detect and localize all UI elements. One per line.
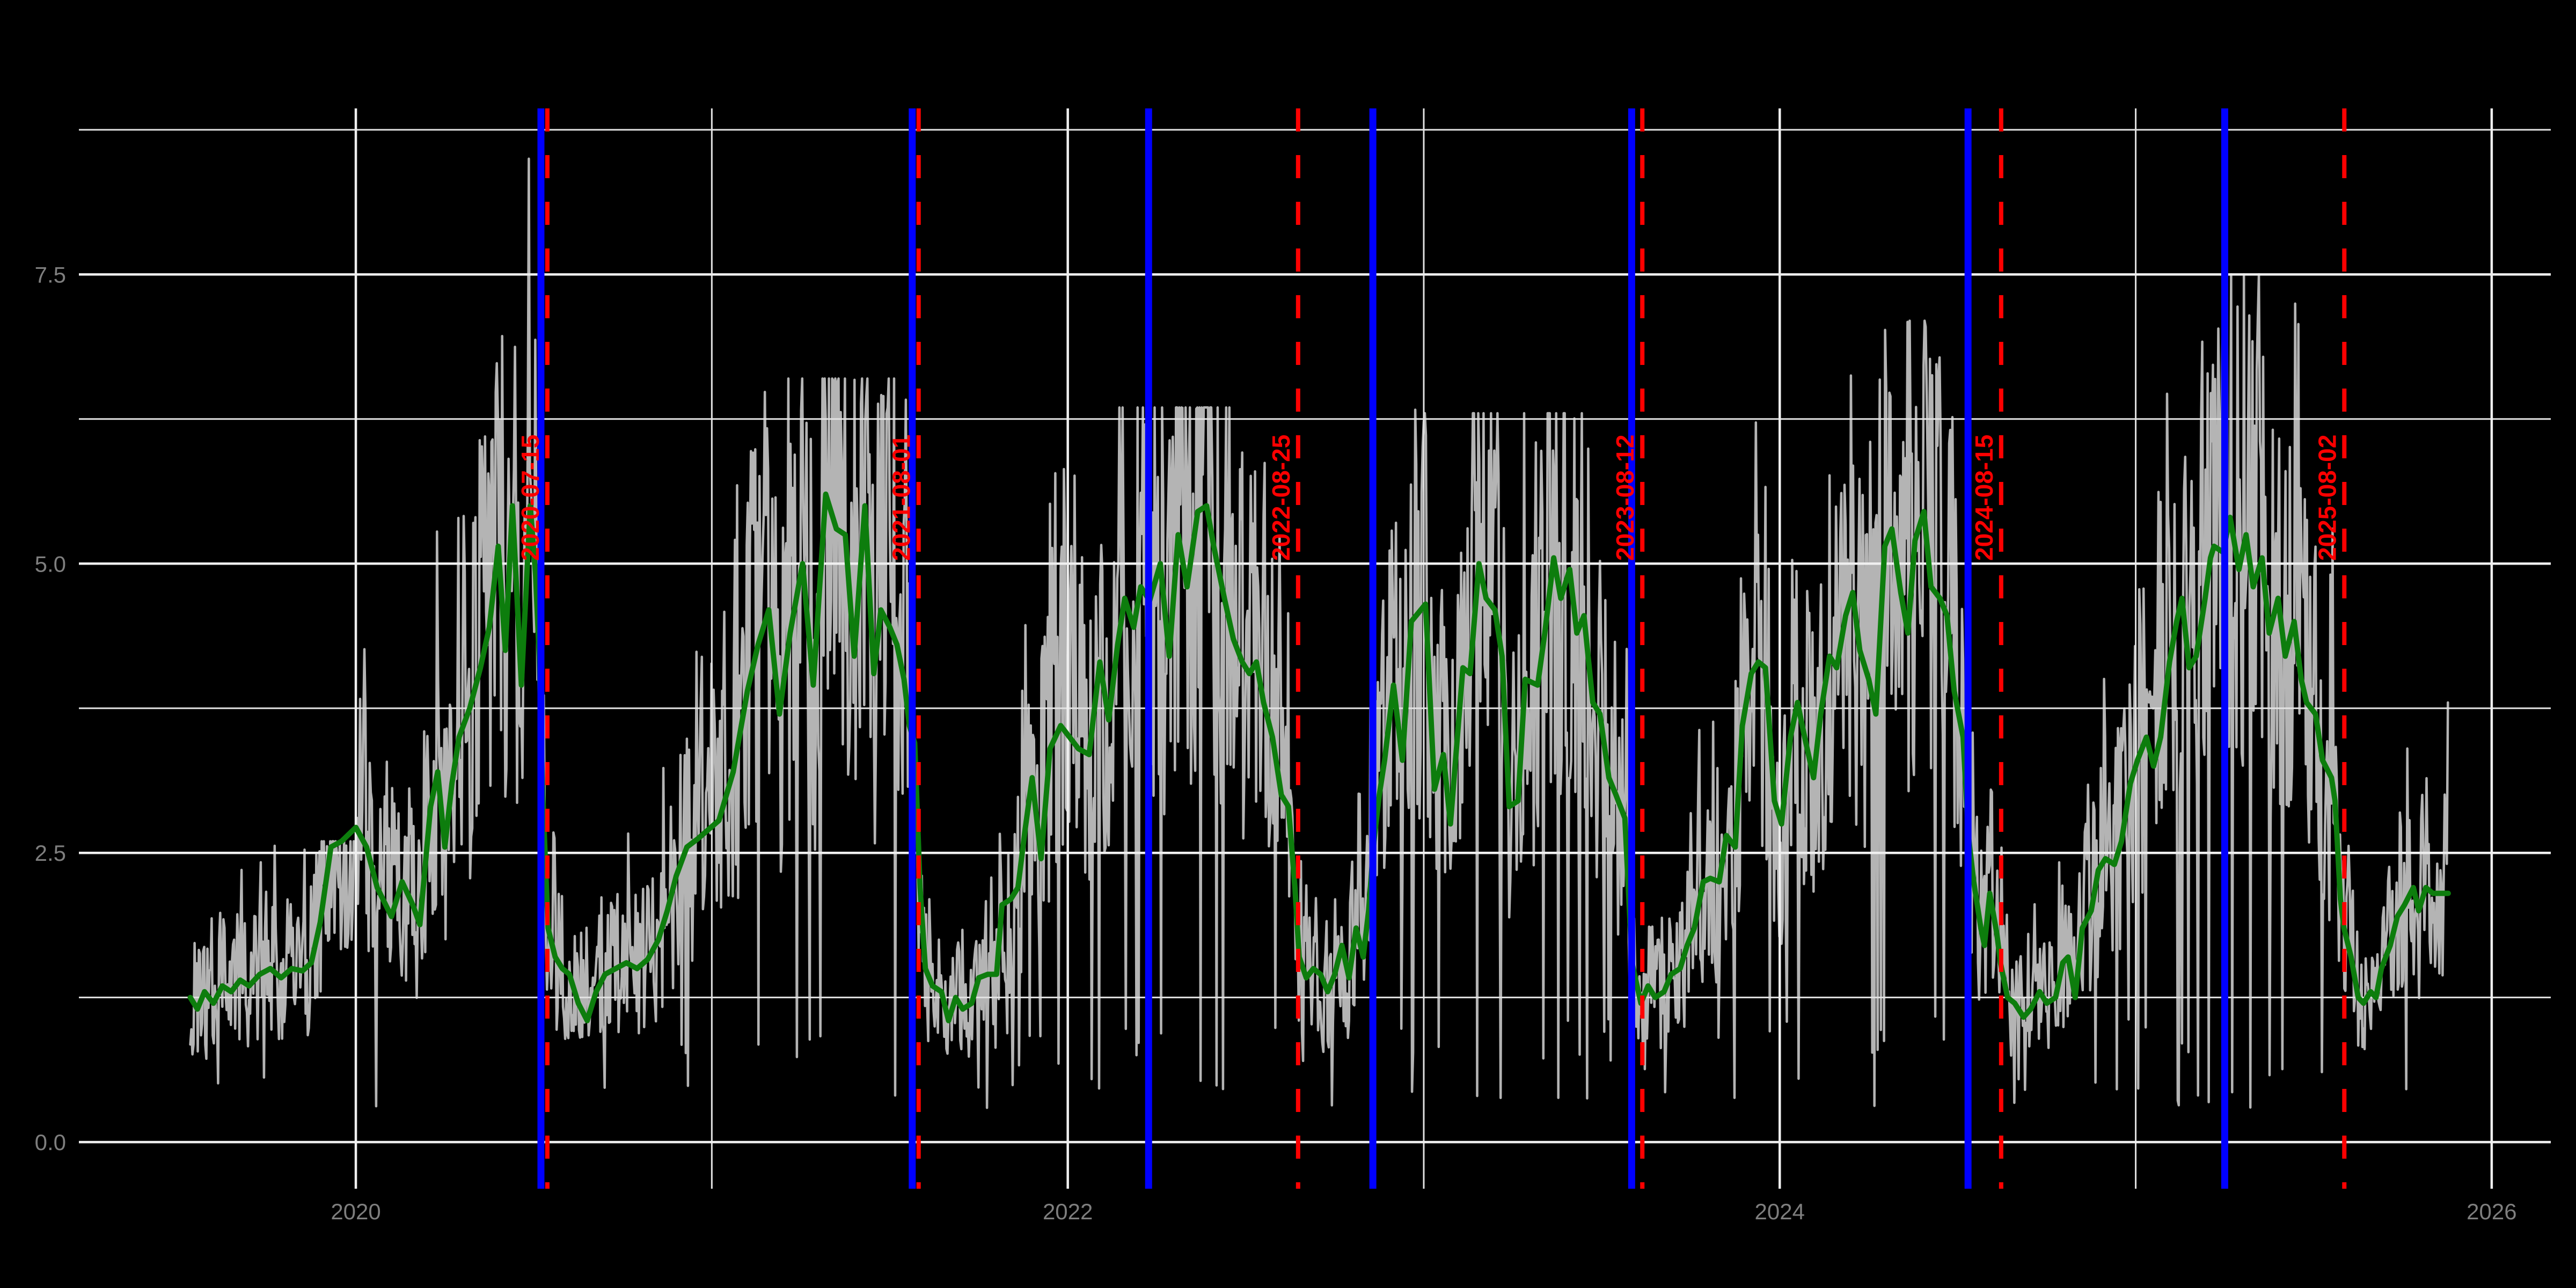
event-date-label: 2023-08-12: [1611, 435, 1639, 561]
event-date-label: 2021-08-01: [888, 435, 916, 561]
x-tick-label: 2022: [1043, 1199, 1093, 1224]
event-date-label: 2024-08-15: [1970, 435, 1998, 561]
event-date-label: 2022-08-25: [1267, 435, 1295, 561]
event-date-label: 2025-08-02: [2313, 435, 2341, 561]
x-tick-label: 2026: [2467, 1199, 2516, 1224]
x-tick-label: 2024: [1755, 1199, 1805, 1224]
y-tick-label: 0.0: [35, 1130, 66, 1155]
x-tick-label: 2020: [331, 1199, 380, 1224]
y-tick-label: 2.5: [35, 840, 66, 866]
smoothed-series-line: [187, 491, 2451, 1023]
y-tick-label: 5.0: [35, 551, 66, 576]
y-tick-label: 7.5: [35, 262, 66, 287]
event-date-label: 2020-07-15: [516, 435, 544, 561]
daily-series-line: [189, 157, 2449, 1109]
